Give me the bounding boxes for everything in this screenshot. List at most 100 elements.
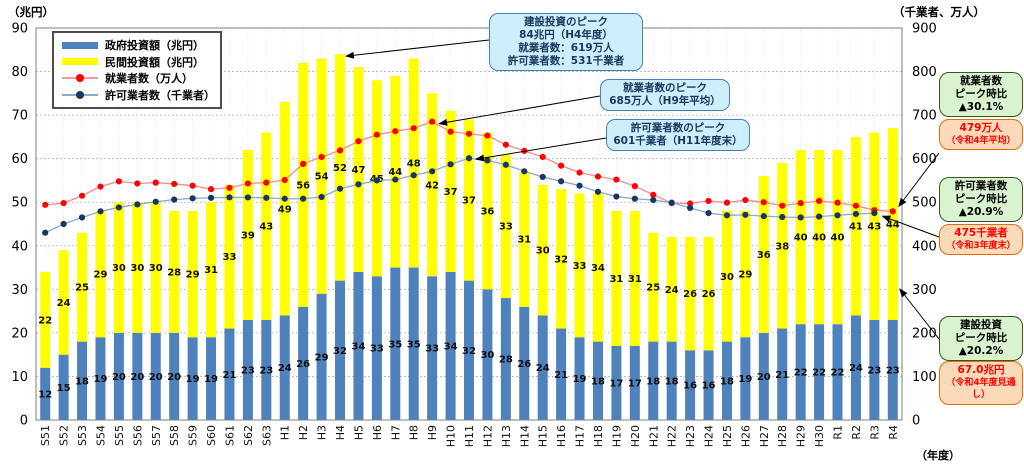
- bar-private: [648, 232, 659, 342]
- contractors-point: [815, 213, 823, 220]
- box-line: ▲20.9%: [958, 206, 1004, 218]
- x-axis-label: H20: [629, 425, 642, 447]
- bar-government: [869, 319, 880, 420]
- left-tick-label: 10: [11, 370, 28, 385]
- x-axis-label: H3: [316, 425, 329, 440]
- x-axis-label: H2: [297, 425, 310, 440]
- government-value-label: 22: [831, 368, 845, 379]
- workers-point: [410, 125, 417, 132]
- x-axis-label: S63: [260, 425, 273, 446]
- contractors-point: [797, 214, 804, 221]
- left-tick-label: 50: [11, 196, 28, 211]
- workers-point: [134, 180, 141, 187]
- callout-line: 許可業者数のピーク: [630, 122, 726, 134]
- bar-private: [95, 210, 106, 338]
- bar-government: [777, 328, 788, 420]
- private-value-label: 26: [702, 289, 716, 300]
- bar-government: [666, 341, 677, 420]
- private-value-label: 48: [407, 159, 421, 170]
- government-value-label: 26: [296, 359, 310, 370]
- bar-government: [758, 332, 769, 420]
- private-value-label: 43: [867, 222, 881, 233]
- workers-point: [336, 147, 344, 154]
- x-axis-label: S54: [94, 425, 107, 446]
- government-bar-swatch: [62, 41, 98, 49]
- right-axis-unit: （千業者、万人）: [893, 5, 985, 19]
- workers-point: [373, 131, 380, 138]
- government-value-label: 22: [794, 368, 808, 379]
- left-axis-unit: （兆円）: [8, 5, 54, 19]
- workers-point: [244, 180, 251, 187]
- private-value-label: 31: [609, 274, 623, 285]
- bar-government: [611, 345, 622, 420]
- workers-point: [263, 179, 270, 186]
- bar-government: [519, 306, 530, 420]
- bar-private: [464, 119, 474, 281]
- box-line: （令和4年度見通し）: [946, 377, 1016, 401]
- bar-private: [206, 202, 217, 338]
- workers-current-box: 479万人 （令和4年平均）: [939, 119, 1023, 150]
- workers-point: [521, 147, 528, 154]
- government-value-label: 18: [591, 376, 605, 387]
- bar-private: [150, 202, 161, 333]
- bar-private: [574, 193, 585, 338]
- government-value-label: 23: [886, 365, 900, 376]
- x-axis-label: H9: [426, 425, 439, 440]
- x-axis-unit: （年度）: [916, 449, 960, 462]
- government-value-label: 18: [720, 376, 734, 387]
- bar-government: [279, 315, 290, 420]
- bar-government: [648, 341, 659, 420]
- government-value-label: 33: [425, 344, 439, 355]
- bar-government: [795, 324, 806, 420]
- workers-point: [152, 179, 159, 186]
- private-value-label: 30: [149, 263, 163, 274]
- government-value-label: 24: [536, 363, 550, 374]
- bar-private: [482, 132, 493, 290]
- x-axis-label: R3: [868, 425, 881, 440]
- left-tick-label: 90: [11, 22, 28, 37]
- x-axis-label: S57: [150, 425, 163, 446]
- contractors-point: [834, 212, 841, 219]
- bar-private: [832, 149, 843, 325]
- bar-government: [445, 271, 456, 420]
- contractors-point: [171, 196, 178, 203]
- workers-point: [189, 182, 196, 189]
- government-value-label: 32: [462, 346, 476, 357]
- contractors-point: [207, 194, 215, 201]
- private-value-label: 31: [204, 265, 218, 276]
- bar-private: [261, 132, 272, 320]
- x-axis-label: H6: [371, 425, 384, 440]
- bar-private: [316, 58, 327, 294]
- x-axis-label: H19: [610, 425, 623, 447]
- government-value-label: 34: [351, 341, 365, 352]
- box-line: （令和3年度末）: [946, 240, 1016, 251]
- government-value-label: 21: [775, 370, 789, 381]
- workers-point: [447, 128, 454, 135]
- annotation-arrow: [899, 288, 940, 340]
- bar-private: [611, 210, 622, 346]
- legend-item-government: 政府投資額（兆円）: [62, 37, 212, 53]
- bar-government: [832, 324, 843, 420]
- workers-point: [392, 128, 399, 135]
- x-axis-label: H4: [334, 425, 347, 440]
- private-value-label: 28: [167, 267, 181, 278]
- government-value-label: 16: [683, 381, 697, 392]
- x-axis-label: H25: [721, 425, 734, 447]
- bar-government: [427, 276, 438, 420]
- x-axis-label: H14: [518, 425, 531, 447]
- workers-point: [815, 197, 823, 205]
- bar-private: [850, 136, 861, 316]
- workers-point: [889, 208, 896, 215]
- box-line: ▲30.1%: [958, 101, 1004, 113]
- box-line: ▲20.2%: [958, 345, 1004, 357]
- callout-line: 就業者数のピーク: [623, 82, 707, 94]
- contractors-point: [78, 214, 86, 221]
- bar-private: [556, 189, 567, 329]
- legend-item-workers: 就業者数（万人）: [62, 70, 212, 86]
- left-tick-label: 80: [11, 65, 28, 80]
- contractors-point: [465, 155, 473, 162]
- contractors-line: [44, 157, 875, 234]
- bar-government: [353, 271, 364, 420]
- right-tick-label: 100: [912, 370, 937, 385]
